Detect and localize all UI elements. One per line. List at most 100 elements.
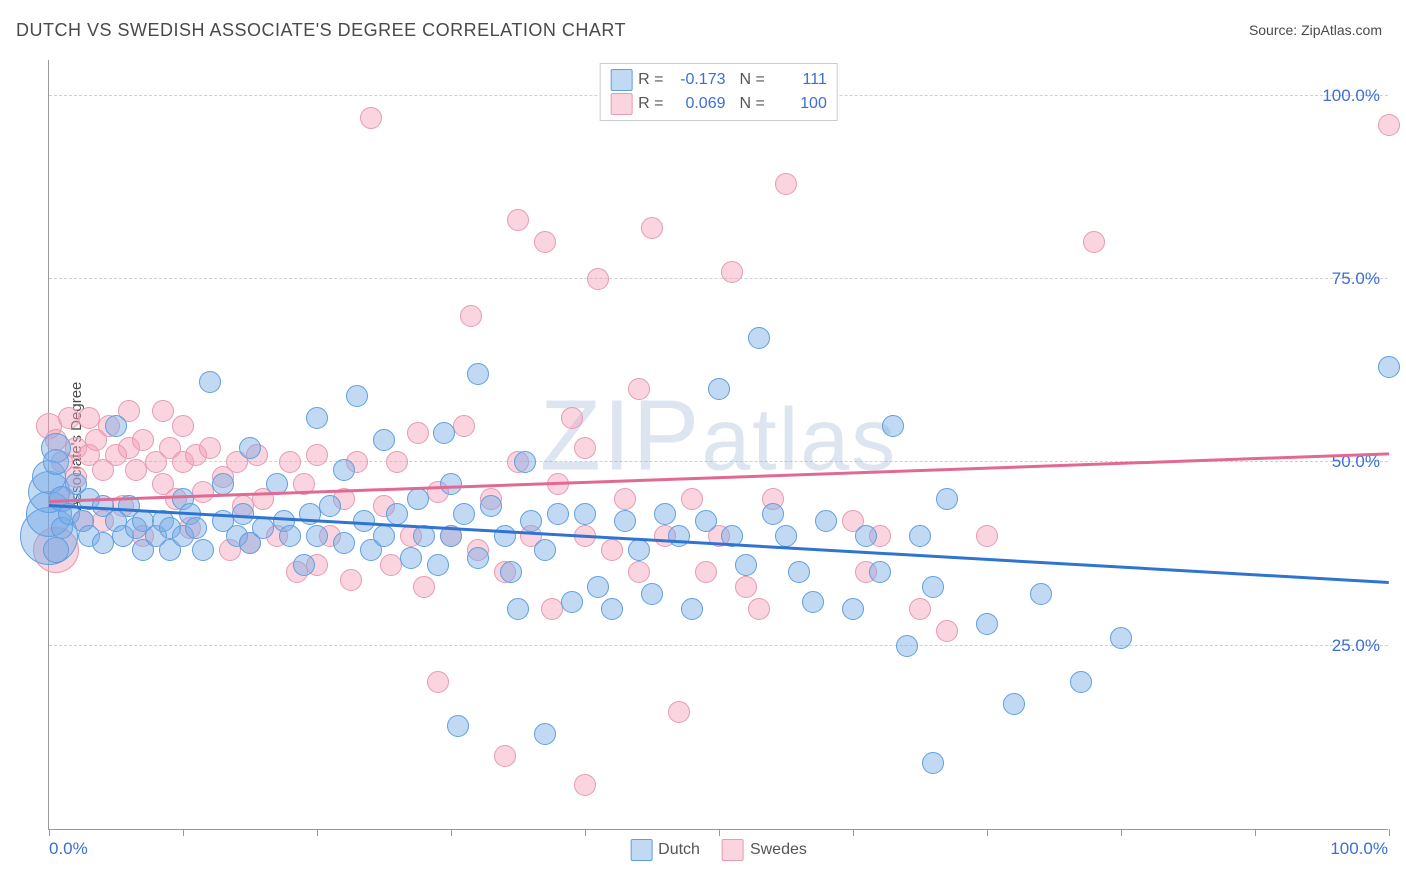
- data-point: [775, 525, 797, 547]
- data-point: [360, 107, 382, 129]
- data-point: [681, 488, 703, 510]
- data-point: [534, 539, 556, 561]
- data-point: [279, 525, 301, 547]
- legend-swatch: [722, 839, 744, 861]
- data-point: [976, 613, 998, 635]
- data-point: [232, 503, 254, 525]
- data-point: [976, 525, 998, 547]
- data-point: [1070, 671, 1092, 693]
- data-point: [842, 598, 864, 620]
- data-point: [708, 378, 730, 400]
- data-point: [601, 598, 623, 620]
- x-tick: [49, 829, 50, 836]
- data-point: [534, 231, 556, 253]
- data-point: [373, 525, 395, 547]
- y-tick-label: 75.0%: [1332, 269, 1380, 289]
- data-point: [628, 378, 650, 400]
- legend-n-value: 111: [771, 71, 827, 89]
- x-tick: [719, 829, 720, 836]
- data-point: [433, 422, 455, 444]
- x-tick: [585, 829, 586, 836]
- data-point: [628, 561, 650, 583]
- gridline: [49, 645, 1388, 646]
- data-point: [212, 473, 234, 495]
- data-point: [909, 525, 931, 547]
- legend-r-value: -0.173: [670, 71, 726, 89]
- data-point: [460, 305, 482, 327]
- data-point: [869, 561, 891, 583]
- data-point: [500, 561, 522, 583]
- data-point: [427, 671, 449, 693]
- data-point: [105, 415, 127, 437]
- legend-label: Dutch: [658, 841, 700, 858]
- data-point: [614, 488, 636, 510]
- data-point: [380, 554, 402, 576]
- data-point: [333, 532, 355, 554]
- data-point: [43, 537, 69, 563]
- data-point: [855, 525, 877, 547]
- data-point: [467, 363, 489, 385]
- data-point: [125, 459, 147, 481]
- data-point: [480, 495, 502, 517]
- data-point: [735, 576, 757, 598]
- y-tick-label: 100.0%: [1322, 86, 1380, 106]
- data-point: [306, 525, 328, 547]
- data-point: [668, 701, 690, 723]
- data-point: [587, 268, 609, 290]
- data-point: [78, 407, 100, 429]
- data-point: [92, 532, 114, 554]
- data-point: [936, 620, 958, 642]
- x-end-label: 100.0%: [1330, 839, 1388, 859]
- data-point: [400, 547, 422, 569]
- data-point: [199, 437, 221, 459]
- data-point: [601, 539, 623, 561]
- x-tick: [1255, 829, 1256, 836]
- y-tick-label: 25.0%: [1332, 636, 1380, 656]
- data-point: [407, 488, 429, 510]
- data-point: [534, 723, 556, 745]
- data-point: [936, 488, 958, 510]
- data-point: [467, 547, 489, 569]
- chart-container: DUTCH VS SWEDISH ASSOCIATE'S DEGREE CORR…: [0, 0, 1406, 892]
- data-point: [896, 635, 918, 657]
- data-point: [681, 598, 703, 620]
- data-point: [172, 415, 194, 437]
- data-point: [775, 173, 797, 195]
- data-point: [453, 503, 475, 525]
- data-point: [762, 503, 784, 525]
- data-point: [628, 539, 650, 561]
- data-point: [185, 517, 207, 539]
- data-point: [574, 437, 596, 459]
- data-point: [541, 598, 563, 620]
- x-tick: [317, 829, 318, 836]
- data-point: [922, 752, 944, 774]
- data-point: [279, 451, 301, 473]
- data-point: [192, 539, 214, 561]
- data-point: [748, 327, 770, 349]
- data-point: [1378, 356, 1400, 378]
- data-point: [132, 429, 154, 451]
- data-point: [514, 451, 536, 473]
- data-point: [447, 715, 469, 737]
- plot-area: ZIPatlas 25.0%50.0%75.0%100.0%0.0%100.0%…: [48, 60, 1388, 830]
- data-point: [561, 591, 583, 613]
- data-point: [815, 510, 837, 532]
- data-point: [507, 209, 529, 231]
- legend-swatch: [610, 93, 632, 115]
- data-point: [319, 495, 341, 517]
- data-point: [407, 422, 429, 444]
- data-point: [748, 598, 770, 620]
- data-point: [735, 554, 757, 576]
- data-point: [413, 576, 435, 598]
- source-link[interactable]: ZipAtlas.com: [1301, 22, 1382, 38]
- data-point: [252, 517, 274, 539]
- x-tick: [1389, 829, 1390, 836]
- data-point: [695, 561, 717, 583]
- data-point: [152, 400, 174, 422]
- source-label: Source: ZipAtlas.com: [1249, 22, 1382, 38]
- data-point: [427, 554, 449, 576]
- data-point: [614, 510, 636, 532]
- legend-n-value: 100: [771, 95, 827, 113]
- data-point: [695, 510, 717, 532]
- data-point: [333, 459, 355, 481]
